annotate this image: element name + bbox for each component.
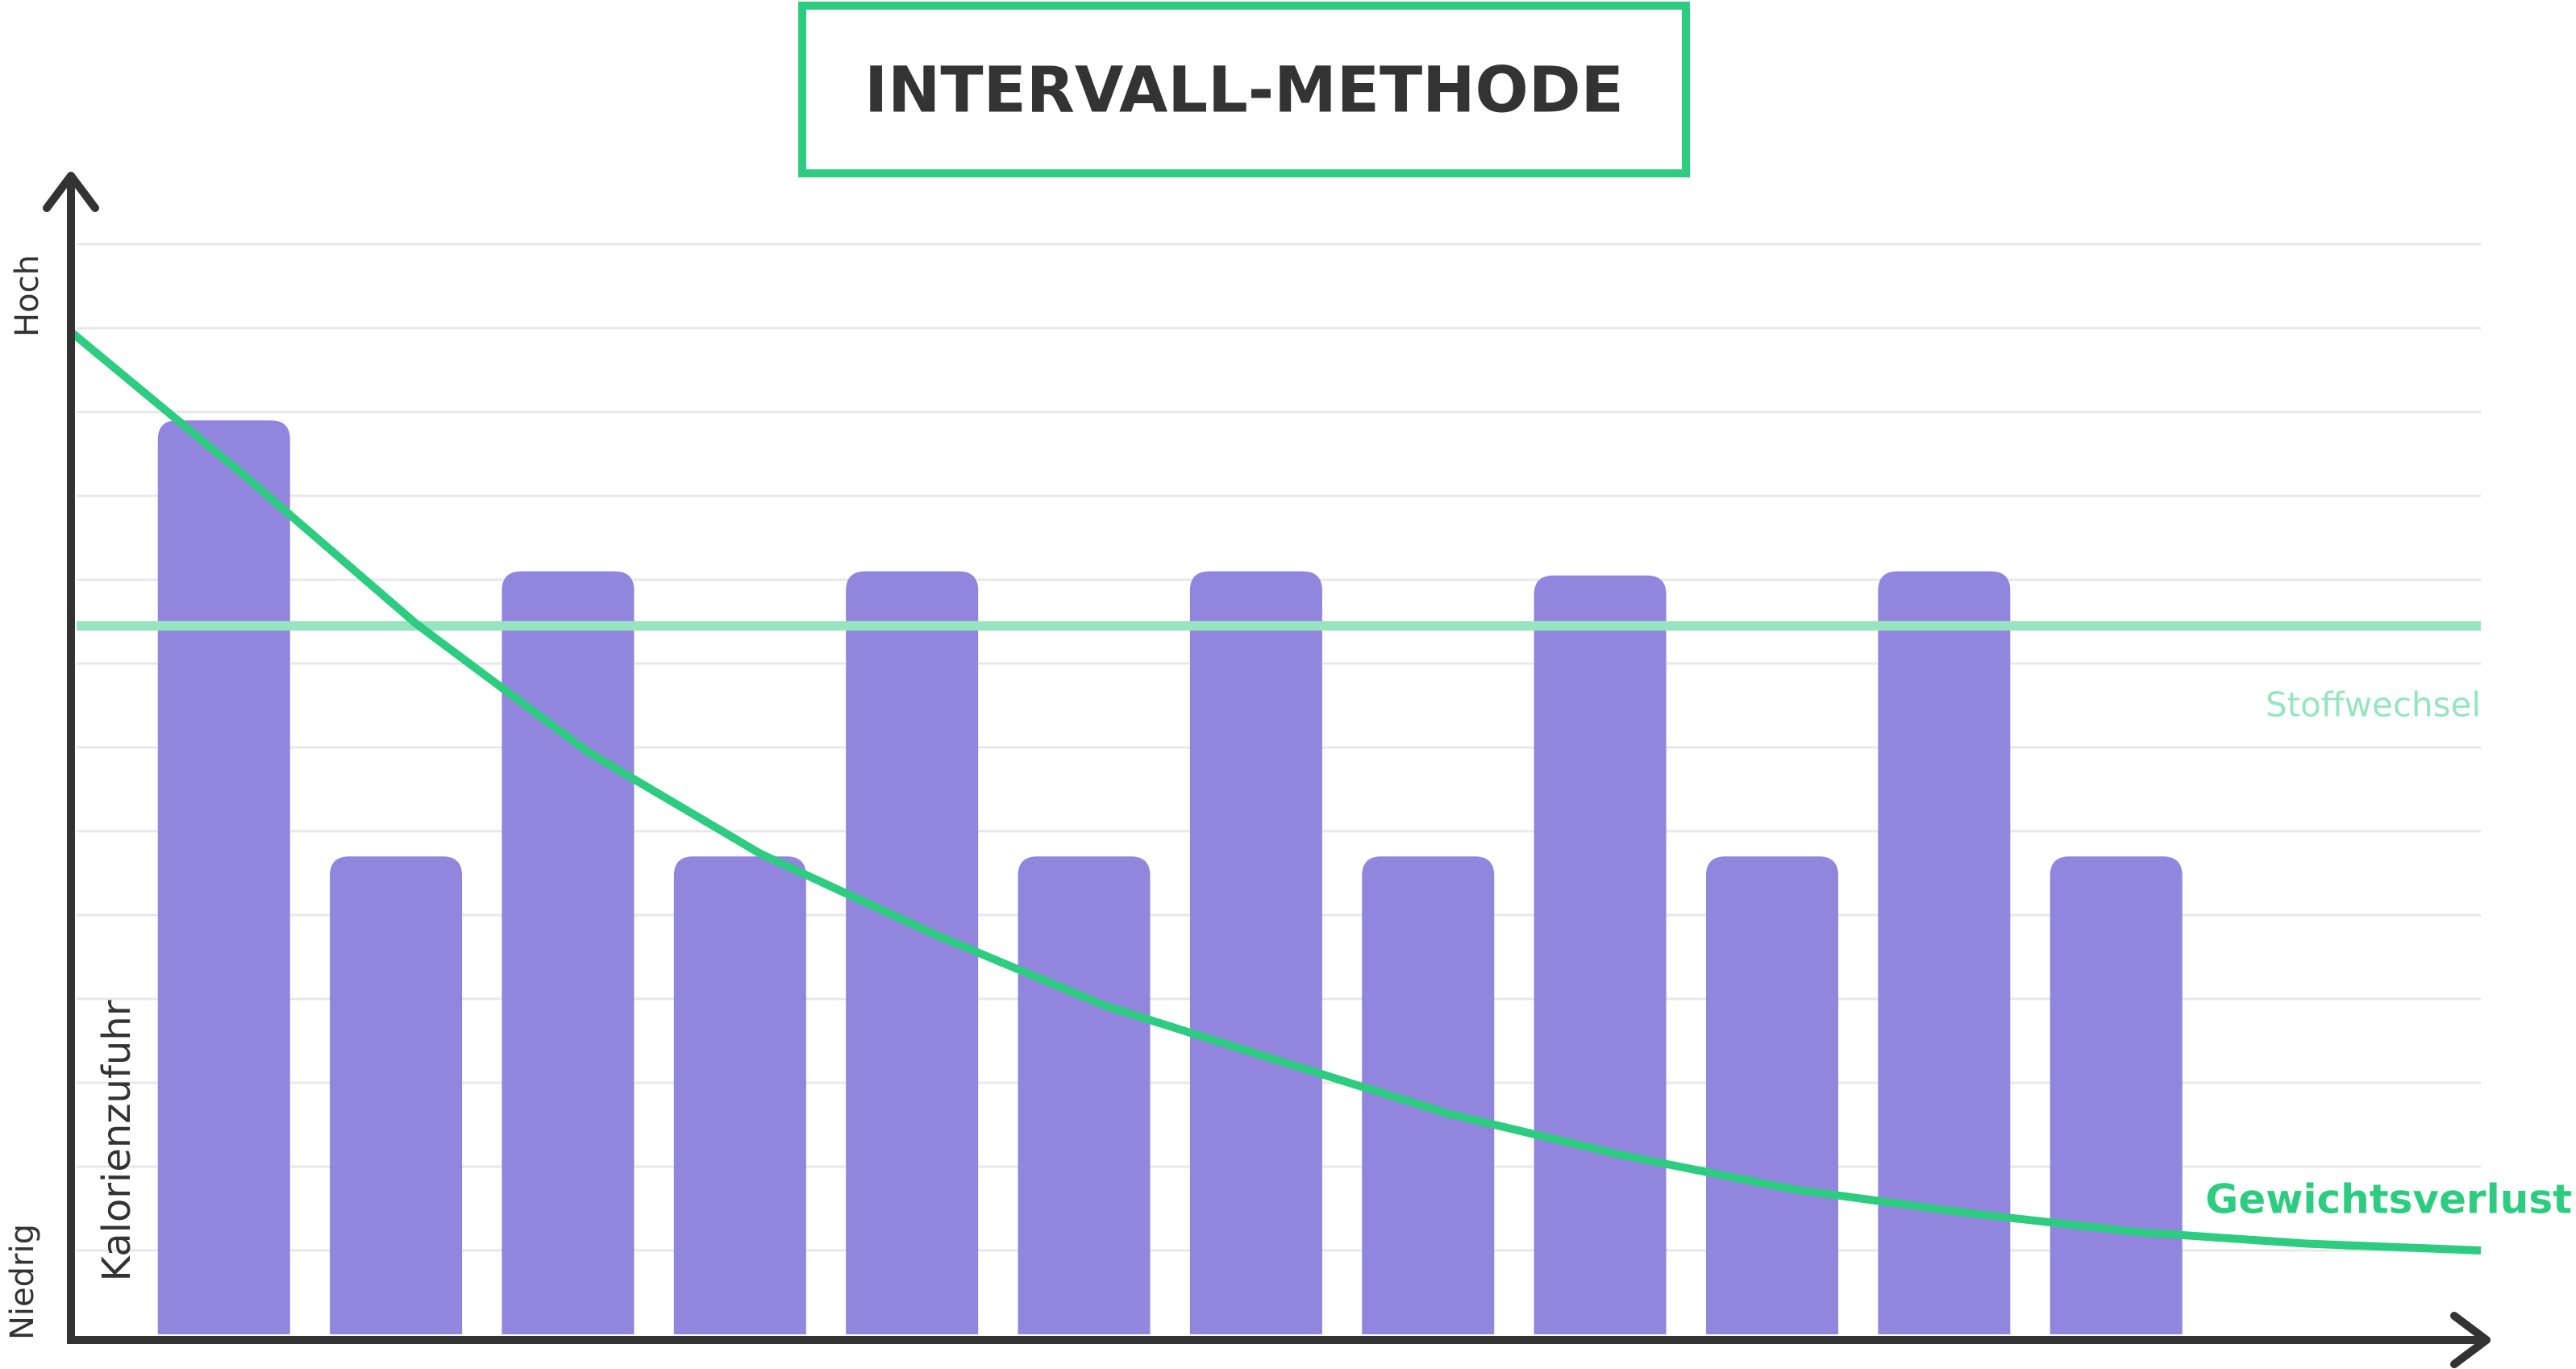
bar — [1534, 575, 1667, 1334]
bar — [501, 571, 635, 1334]
bar — [846, 571, 979, 1334]
y-axis-arrow — [43, 172, 99, 212]
reference-line-label: Stoffwechsel — [2266, 685, 2481, 725]
y-high-label: Hoch — [9, 255, 46, 337]
chart-title: INTERVALL-METHODE — [864, 54, 1624, 127]
bar — [1878, 571, 2011, 1334]
bar — [1017, 856, 1151, 1334]
bar — [330, 856, 463, 1334]
plot-area: Stoffwechsel Gewichtsverlust — [69, 330, 2572, 1334]
bar — [1189, 571, 1322, 1334]
axes — [43, 172, 2491, 1368]
curve-label: Gewichtsverlust — [2205, 1176, 2572, 1223]
bar — [1705, 856, 1838, 1334]
curve-line — [69, 330, 2482, 1255]
y-axis-label: Kalorienzufuhr — [94, 1000, 139, 1281]
bar — [2050, 856, 2183, 1334]
bar — [157, 420, 290, 1334]
y-low-label: Niedrig — [4, 1224, 41, 1340]
title-box — [798, 2, 1690, 177]
bar — [1362, 856, 1495, 1334]
bar — [673, 856, 806, 1334]
x-axis-arrow — [2450, 1312, 2491, 1368]
